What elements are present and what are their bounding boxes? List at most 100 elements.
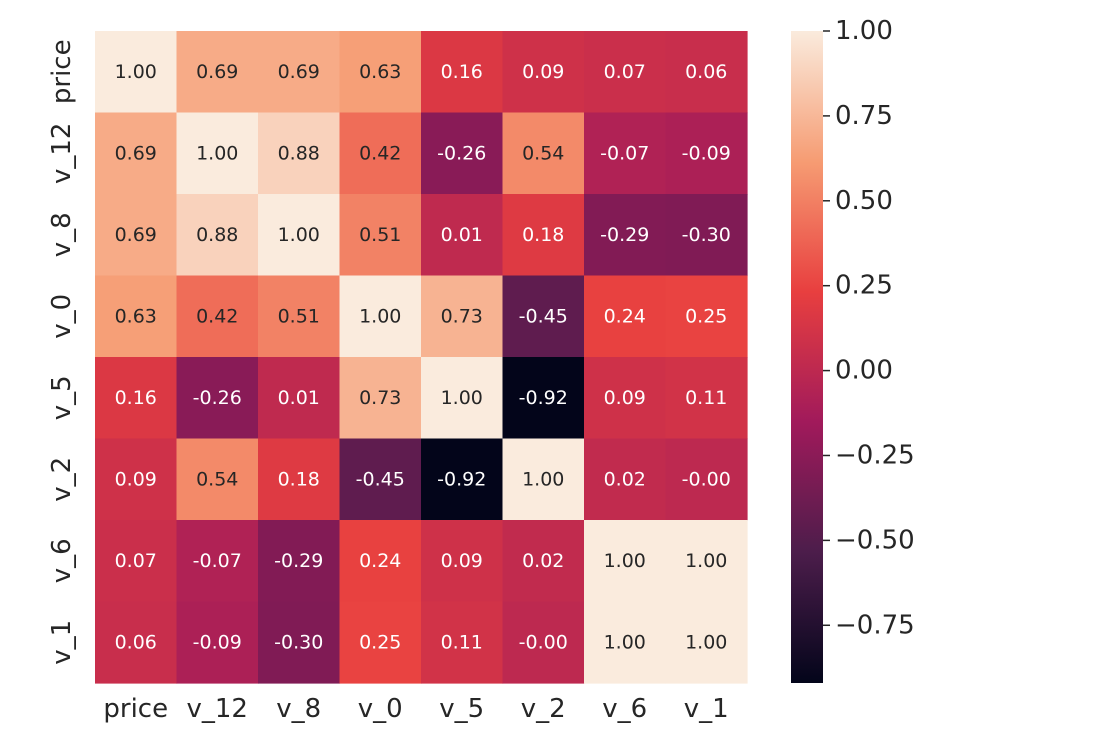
heatmap-cell xyxy=(339,112,422,195)
cell-value-label: -0.07 xyxy=(600,142,649,164)
cell-value-label: 0.25 xyxy=(685,305,727,327)
cell-value-label: -0.09 xyxy=(193,631,242,653)
heatmap-cell xyxy=(502,438,585,521)
cell-value-label: 0.01 xyxy=(441,224,483,246)
heatmap-cell xyxy=(339,520,422,603)
heatmap-cell xyxy=(95,275,178,358)
x-tick-label: v_8 xyxy=(276,694,321,724)
heatmap-cell xyxy=(665,601,748,684)
cell-value-label: -0.09 xyxy=(682,142,731,164)
y-tick-label: v_0 xyxy=(47,294,77,339)
cell-value-label: -0.30 xyxy=(274,631,323,653)
heatmap-cell xyxy=(502,520,585,603)
heatmap-cell xyxy=(502,112,585,195)
cell-value-label: 0.42 xyxy=(196,305,238,327)
cell-value-label: 0.01 xyxy=(278,387,320,409)
colorbar-tick-label: 1.00 xyxy=(835,16,893,46)
y-tick-label: v_2 xyxy=(47,457,77,502)
heatmap-cell xyxy=(421,520,504,603)
heatmap-cell xyxy=(176,520,259,603)
cell-value-label: 0.42 xyxy=(359,142,401,164)
heatmap-cell xyxy=(95,31,178,114)
heatmap-cell xyxy=(584,194,667,277)
cell-value-label: 1.00 xyxy=(196,142,238,164)
heatmap-cell xyxy=(665,357,748,440)
cell-value-label: 0.16 xyxy=(115,387,157,409)
heatmap-cell xyxy=(502,357,585,440)
cell-value-label: 0.09 xyxy=(115,468,157,490)
x-tick-label: v_5 xyxy=(439,694,484,724)
heatmap-cell xyxy=(339,194,422,277)
heatmap-cell xyxy=(258,357,341,440)
cell-value-label: 0.54 xyxy=(196,468,238,490)
cell-value-label: -0.26 xyxy=(193,387,242,409)
cell-value-label: 0.09 xyxy=(522,61,564,83)
cell-value-label: 0.73 xyxy=(359,387,401,409)
cell-value-label: 0.09 xyxy=(604,387,646,409)
heatmap-cell xyxy=(258,112,341,195)
cell-value-label: 0.51 xyxy=(359,224,401,246)
cell-value-label: 1.00 xyxy=(115,61,157,83)
heatmap-cell xyxy=(258,438,341,521)
cell-value-label: -0.29 xyxy=(600,224,649,246)
cell-value-label: 0.16 xyxy=(441,61,483,83)
cell-value-label: 0.09 xyxy=(441,550,483,572)
heatmap-cell xyxy=(665,31,748,114)
heatmap-cell xyxy=(176,112,259,195)
heatmap-cell xyxy=(339,31,422,114)
heatmap-cell xyxy=(339,275,422,358)
x-tick-label: price xyxy=(103,694,168,724)
heatmap-cell xyxy=(421,275,504,358)
heatmap-cell xyxy=(95,194,178,277)
cell-value-label: 0.02 xyxy=(604,468,646,490)
cell-value-label: 0.73 xyxy=(441,305,483,327)
cell-value-label: 0.63 xyxy=(115,305,157,327)
cell-value-label: 0.63 xyxy=(359,61,401,83)
cell-value-label: 1.00 xyxy=(441,387,483,409)
heatmap-cell xyxy=(421,194,504,277)
cell-value-label: 0.69 xyxy=(115,142,157,164)
heatmap-cell xyxy=(339,357,422,440)
colorbar: 1.00 0.75 0.50 0.25 0.00 −0.25 −0.50 −0.75 xyxy=(791,16,915,683)
cell-value-label: 0.25 xyxy=(359,631,401,653)
cell-value-label: 1.00 xyxy=(685,550,727,572)
x-tick-label: v_6 xyxy=(602,694,647,724)
heatmap-cell xyxy=(95,520,178,603)
x-tick-label: v_2 xyxy=(521,694,566,724)
heatmap-cell xyxy=(584,357,667,440)
cell-value-label: 1.00 xyxy=(359,305,401,327)
y-tick-label: v_5 xyxy=(47,375,77,420)
heatmap-cell xyxy=(421,601,504,684)
heatmap-cell xyxy=(176,275,259,358)
heatmap-cell xyxy=(421,357,504,440)
heatmap-cell xyxy=(95,112,178,195)
heatmap-cell xyxy=(176,601,259,684)
x-tick-label: v_1 xyxy=(684,694,729,724)
colorbar-tick-label: 0.00 xyxy=(835,356,893,386)
x-axis-ticks: price v_12 v_8 v_0 v_5 v_2 v_6 v_1 xyxy=(103,694,728,724)
cell-value-label: -0.26 xyxy=(437,142,486,164)
cell-value-label: -0.00 xyxy=(682,468,731,490)
heatmap-cell xyxy=(584,438,667,521)
cell-value-label: 0.06 xyxy=(115,631,157,653)
y-axis-ticks: price v_12 v_8 v_0 v_5 v_2 v_6 v_1 xyxy=(47,39,77,664)
colorbar-tick-label: −0.75 xyxy=(835,610,915,640)
cell-value-label: -0.92 xyxy=(437,468,486,490)
heatmap-cell xyxy=(584,275,667,358)
cell-value-label: -0.45 xyxy=(356,468,405,490)
heatmap-cell xyxy=(502,31,585,114)
heatmap-cell xyxy=(502,194,585,277)
heatmap-cell xyxy=(665,275,748,358)
cell-value-label: 0.69 xyxy=(278,61,320,83)
heatmap-cell xyxy=(665,438,748,521)
cell-value-label: -0.45 xyxy=(519,305,568,327)
heatmap-cell xyxy=(421,438,504,521)
cell-value-label: 1.00 xyxy=(278,224,320,246)
heatmap-cell xyxy=(584,601,667,684)
heatmap-cell xyxy=(665,112,748,195)
heatmap-cell-labels: 1.00 0.69 0.69 0.63 0.16 0.09 0.07 0.06 0.69 1.00… xyxy=(115,61,731,654)
cell-value-label: 1.00 xyxy=(604,631,646,653)
heatmap-cell xyxy=(421,112,504,195)
heatmap-cell xyxy=(258,275,341,358)
